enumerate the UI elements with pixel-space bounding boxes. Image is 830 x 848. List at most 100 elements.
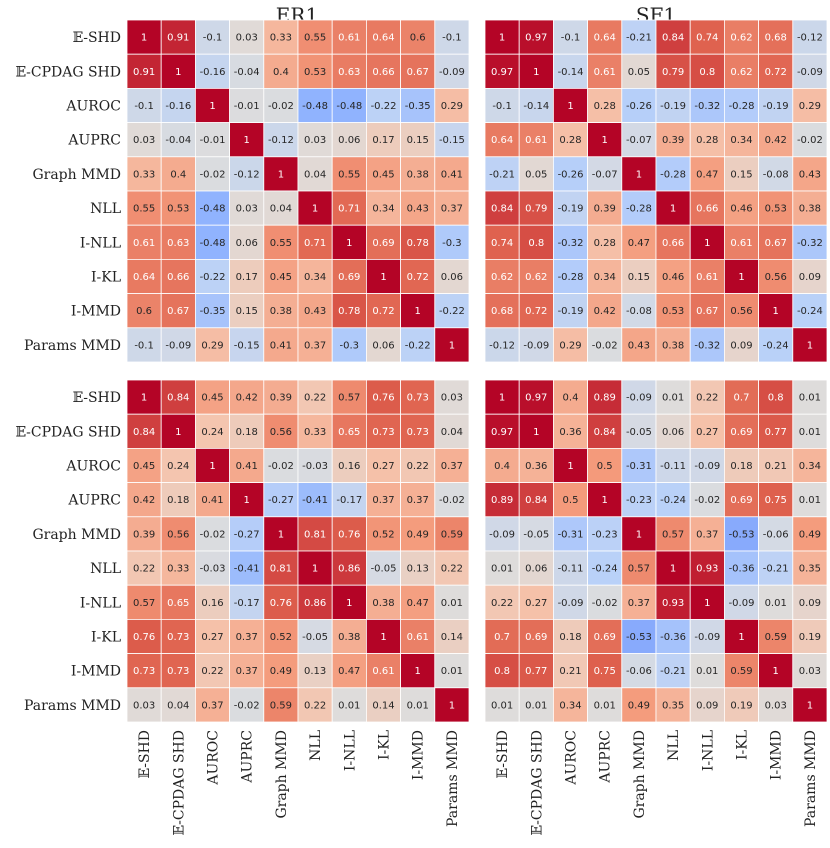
cell-value: -0.48: [200, 238, 226, 249]
heatmap-cell: [587, 550, 623, 586]
cell-value: 0.03: [304, 135, 326, 146]
heatmap-cell: [434, 413, 470, 449]
cell-value: 0.68: [491, 306, 513, 317]
cell-value: 0.28: [559, 135, 581, 146]
cell-value: 0.56: [765, 272, 787, 283]
cell-value: 0.81: [304, 529, 326, 540]
heatmap-cell: [518, 379, 554, 415]
heatmap-cell: [160, 379, 196, 415]
heatmap-cell: [758, 53, 794, 89]
heatmap-cell: [126, 327, 162, 363]
cell-value: -0.09: [729, 598, 755, 609]
heatmap-cell: [689, 122, 725, 158]
heatmap-cell: [434, 482, 470, 518]
heatmap-cell: [331, 584, 367, 620]
heatmap-panel-er1-row1: 1 0.91 -0.1 0.03 0.33 0.55 0.61 0.64 0.6 -0.10.91…: [126, 19, 470, 363]
row-label: 𝔼-SHD: [73, 390, 121, 406]
cell-value: -0.17: [336, 495, 362, 506]
cell-value: 0.01: [799, 427, 821, 438]
cell-value: 0.09: [696, 700, 718, 711]
cell-value: 0.79: [662, 67, 684, 78]
heatmap-cell: [792, 19, 828, 55]
heatmap-cell: [792, 88, 828, 124]
cell-value: -0.16: [165, 101, 191, 112]
heatmap-cell: [229, 88, 265, 124]
cell-value: 0.15: [407, 135, 429, 146]
heatmap-cell: [518, 327, 554, 363]
heatmap-cell: [194, 653, 230, 689]
heatmap-cell: [518, 258, 554, 294]
cell-value: 0.64: [594, 33, 616, 44]
heatmap-cell: [689, 447, 725, 483]
cell-value: 0.29: [201, 340, 223, 351]
heatmap-cell: [792, 122, 828, 158]
cell-value: -0.05: [302, 632, 328, 643]
heatmap-panel-sf1-row1: 1 0.97 -0.1 0.64 -0.21 0.84 0.74 0.62 0.68 -0.12 0…: [484, 19, 828, 363]
heatmap-cell: [655, 258, 691, 294]
cell-value: -0.12: [797, 33, 823, 44]
cell-value: 0.69: [525, 632, 547, 643]
cell-value: 0.16: [201, 598, 223, 609]
column-labels-right: 𝔼-SHD 𝔼-CPDAG SHD AUROC AUPRC Graph MMD NLL I-…: [495, 730, 819, 836]
cell-value: 0.57: [628, 564, 650, 575]
cell-value: -0.28: [558, 272, 584, 283]
cell-value: -0.02: [797, 135, 823, 146]
cell-value: -0.12: [489, 340, 515, 351]
heatmap-cell: [553, 156, 589, 192]
cell-value: 0.33: [133, 169, 155, 180]
heatmap-cell: [689, 619, 725, 655]
heatmap-cell: [297, 379, 333, 415]
heatmap-cell: [331, 88, 367, 124]
heatmap-cell: [518, 53, 554, 89]
cell-value: -0.09: [165, 340, 191, 351]
cell-value: 0.14: [372, 700, 394, 711]
heatmap-cell: [331, 687, 367, 723]
heatmap-cell: [365, 190, 401, 226]
cell-value: 1: [278, 169, 284, 180]
cell-value: 0.37: [441, 204, 463, 215]
cell-value: 0.49: [407, 529, 429, 540]
cell-value: 0.59: [730, 666, 752, 677]
heatmap-cell: [518, 293, 554, 329]
heatmap-cell: [518, 687, 554, 723]
cell-value: -0.22: [200, 272, 226, 283]
heatmap-cell: [365, 447, 401, 483]
heatmap-cell: [792, 516, 828, 552]
cell-value: 1: [278, 529, 284, 540]
heatmap-cell: [365, 53, 401, 89]
cell-value: -0.48: [302, 101, 328, 112]
heatmap-cell: [792, 327, 828, 363]
heatmap-cell: [792, 447, 828, 483]
heatmap-cell: [689, 156, 725, 192]
cell-value: -0.3: [442, 238, 462, 249]
heatmap-cell: [792, 482, 828, 518]
cell-value: 0.01: [765, 598, 787, 609]
cell-value: 0.22: [304, 700, 326, 711]
cell-value: 0.43: [799, 169, 821, 180]
cell-value: -0.23: [592, 529, 618, 540]
cell-value: 0.03: [236, 33, 258, 44]
cell-value: 0.84: [662, 33, 684, 44]
cell-value: 0.57: [133, 598, 155, 609]
cell-value: 0.01: [491, 564, 513, 575]
cell-value: 1: [636, 529, 642, 540]
cell-value: 0.39: [270, 393, 292, 404]
cell-value: -0.15: [234, 340, 260, 351]
cell-value: 0.36: [525, 461, 547, 472]
heatmap-cell: [724, 122, 760, 158]
cell-value: 0.59: [270, 700, 292, 711]
cell-value: -0.07: [626, 135, 652, 146]
heatmap-cell: [297, 88, 333, 124]
cell-value: -0.11: [558, 564, 584, 575]
cell-value: 0.09: [799, 272, 821, 283]
cell-value: -0.41: [234, 564, 260, 575]
heatmap-cell: [621, 190, 657, 226]
cell-value: 0.01: [799, 495, 821, 506]
cell-value: 0.71: [338, 204, 360, 215]
column-label: I-KL: [377, 730, 393, 760]
heatmap-cell: [297, 258, 333, 294]
heatmap-cell: [655, 687, 691, 723]
heatmap-cell: [400, 687, 436, 723]
cell-value: 0.06: [236, 238, 258, 249]
heatmap-cell: [263, 19, 299, 55]
